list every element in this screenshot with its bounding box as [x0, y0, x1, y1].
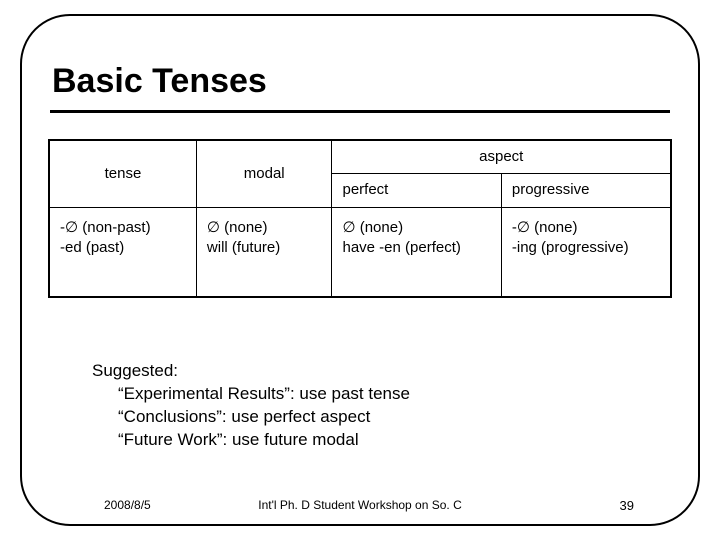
table-header-row: tense modal aspect: [49, 140, 671, 174]
col-header-tense: tense: [49, 140, 196, 207]
footer-page-number: 39: [620, 498, 634, 513]
col-header-aspect: aspect: [332, 140, 671, 174]
table-row: -∅ (non-past)-ed (past) ∅ (none)will (fu…: [49, 207, 671, 297]
cell-progressive: -∅ (none)-ing (progressive): [501, 207, 671, 297]
footer-center: Int'l Ph. D Student Workshop on So. C: [0, 498, 720, 512]
slide-title: Basic Tenses: [52, 62, 267, 101]
cell-perfect: ∅ (none)have -en (perfect): [332, 207, 501, 297]
cell-tense: -∅ (non-past)-ed (past): [49, 207, 196, 297]
suggested-line-3: “Future Work”: use future modal: [92, 429, 410, 452]
tenses-table: tense modal aspect perfect progressive -…: [48, 139, 672, 298]
subheader-perfect: perfect: [332, 174, 501, 207]
suggested-line-1: “Experimental Results”: use past tense: [92, 383, 410, 406]
slide: Basic Tenses tense modal aspect perfect …: [0, 0, 720, 540]
suggested-line-2: “Conclusions”: use perfect aspect: [92, 406, 410, 429]
title-underline: [50, 110, 670, 113]
col-header-modal: modal: [196, 140, 332, 207]
subheader-progressive: progressive: [501, 174, 671, 207]
suggested-block: Suggested: “Experimental Results”: use p…: [92, 360, 410, 452]
suggested-heading: Suggested:: [92, 360, 410, 383]
cell-modal: ∅ (none)will (future): [196, 207, 332, 297]
